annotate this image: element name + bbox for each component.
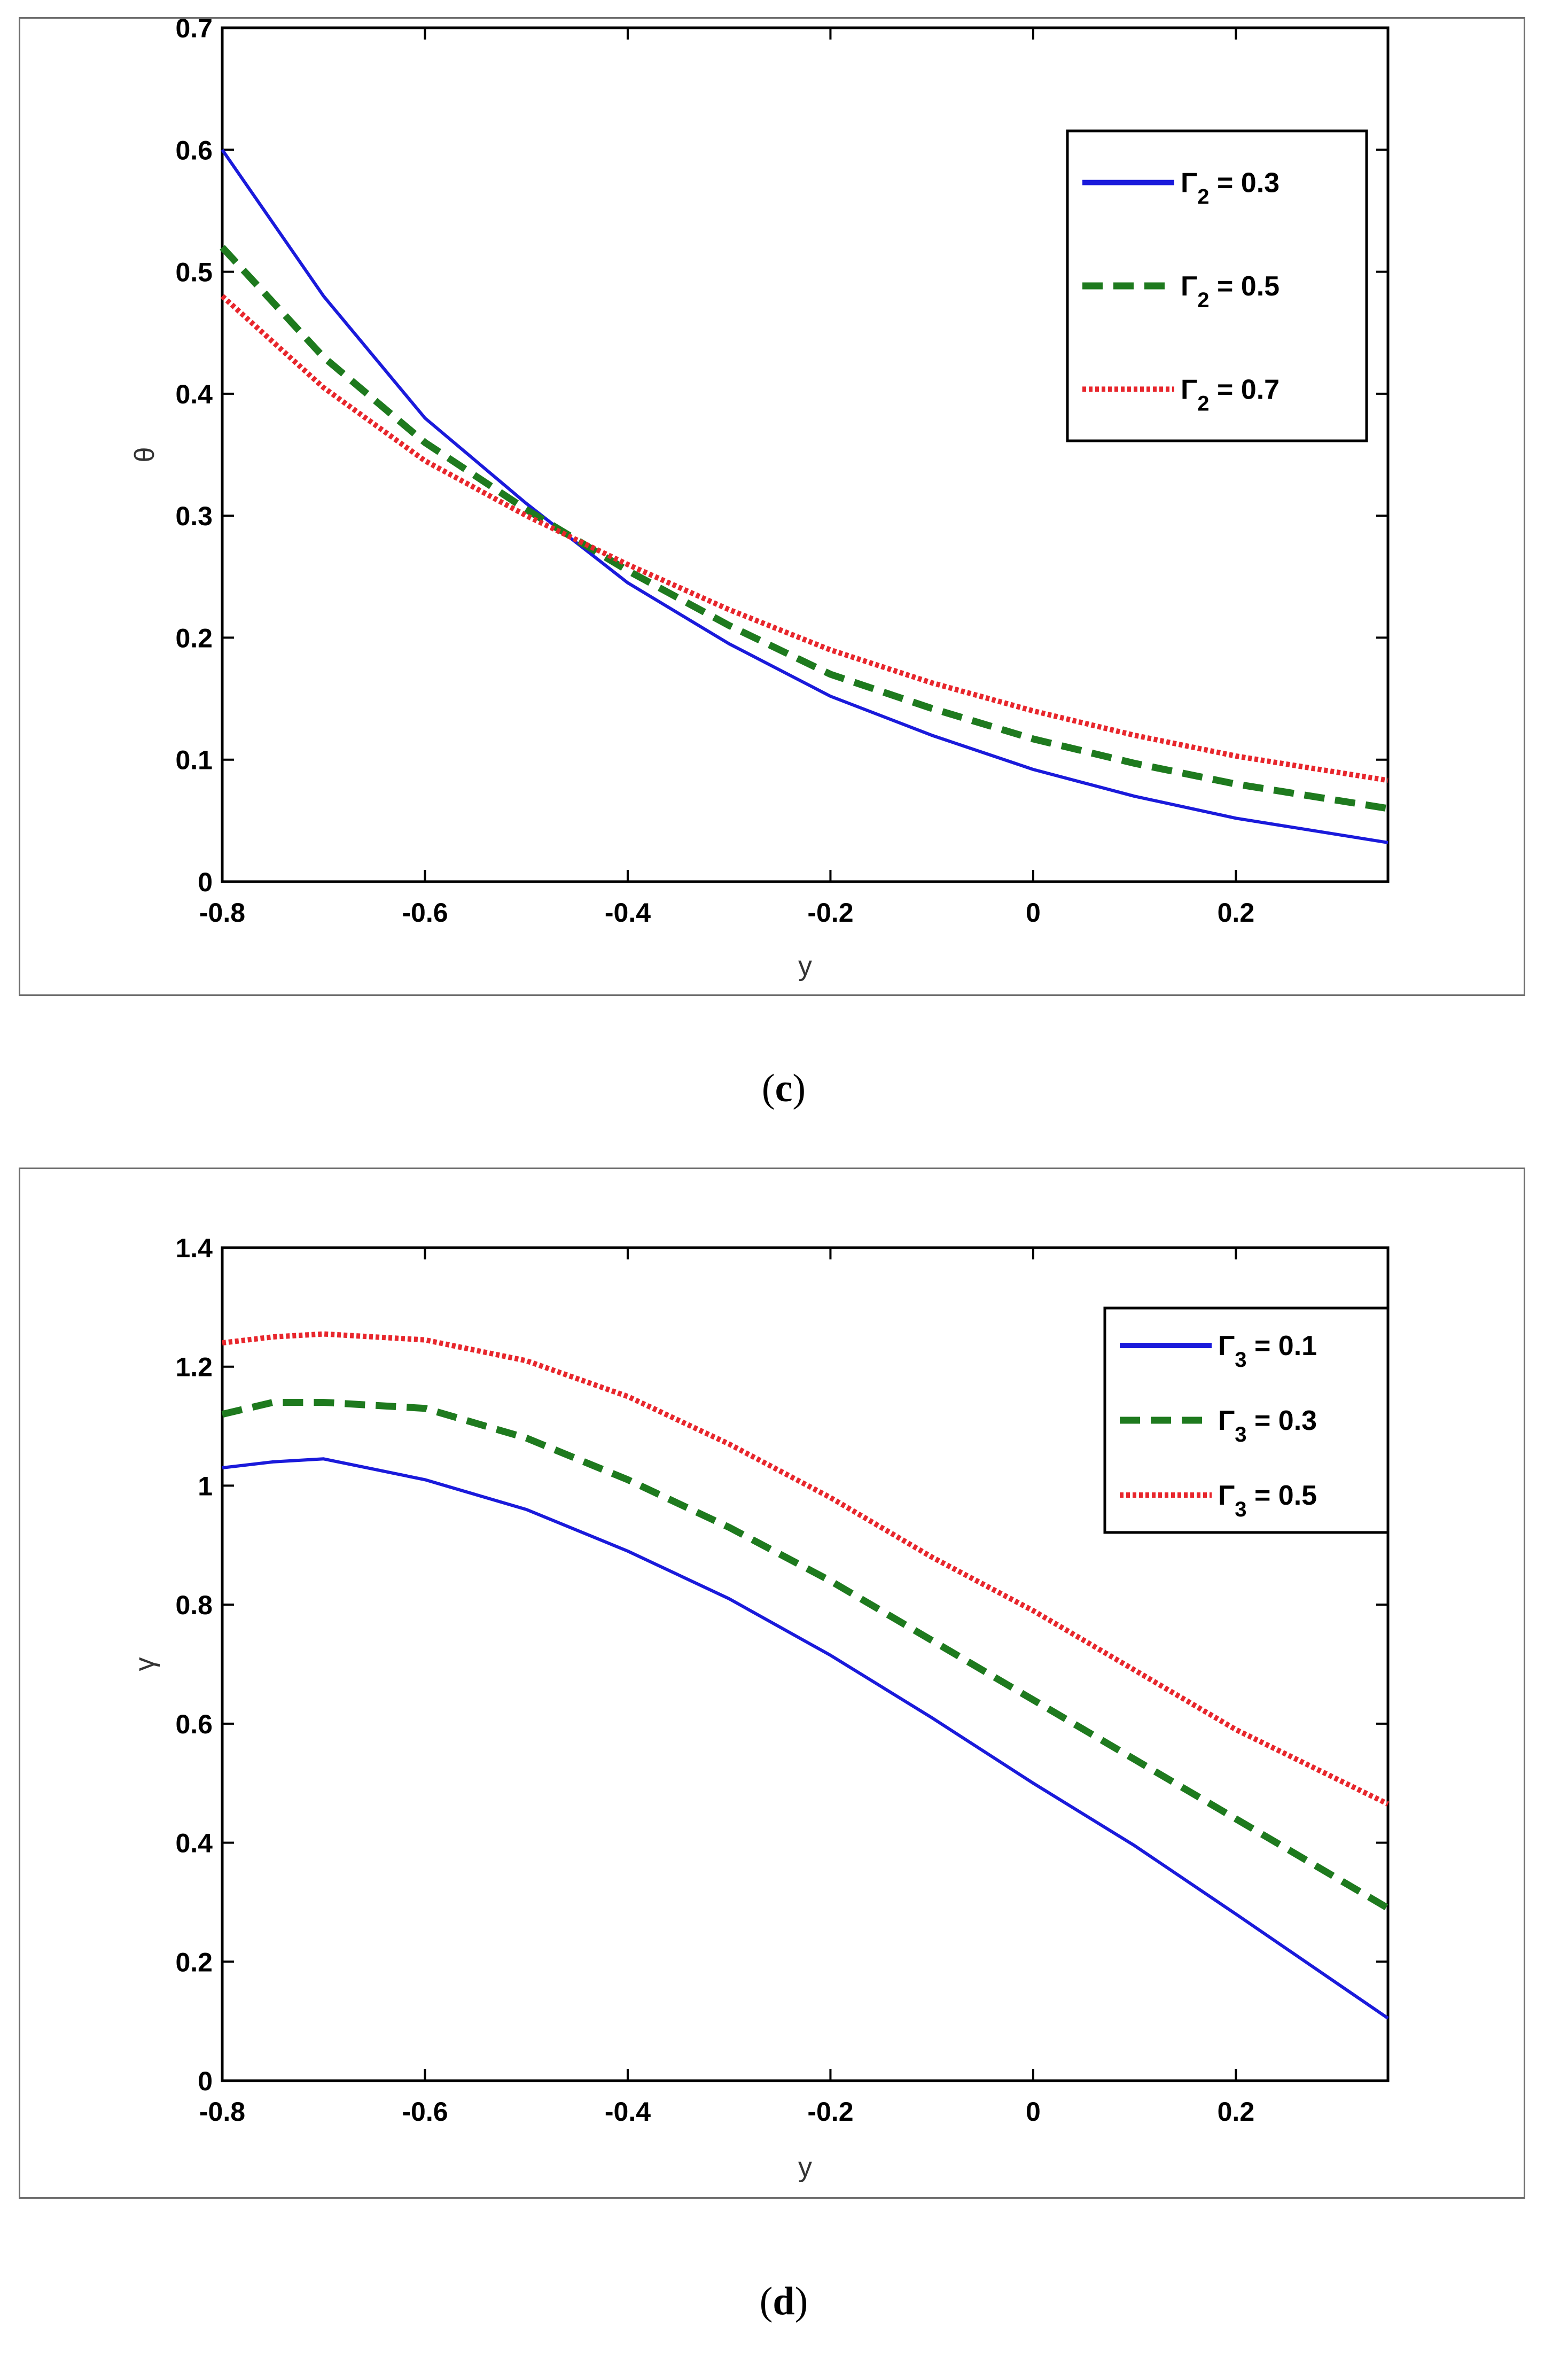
series-line-2	[220, 245, 1389, 812]
legend-label-3: Γ3 = 0.5	[1218, 1480, 1317, 1521]
legend-label-1: Γ3 = 0.1	[1218, 1330, 1317, 1372]
chart-panel-c: -0.8 -0.6 -0.4 -0.2 0 0.2 0 0.1 0.2 0.3 0.4 0.5 0.6 0…	[19, 17, 1525, 996]
x-tick-label: 0	[1026, 898, 1041, 928]
x-tick-label: -0.2	[807, 898, 853, 928]
x-tick-label: -0.4	[605, 898, 651, 928]
y-tick-label: 0.6	[175, 135, 213, 165]
chart-panel-d: -0.8 -0.6 -0.4 -0.2 0 0.2 0 0.2 0.4 0.6 0.8 1 1.2 1.4…	[19, 1168, 1525, 2199]
x-tick-label: -0.6	[402, 2097, 448, 2127]
y-tick-label: 0	[198, 2066, 213, 2096]
y-tick-label: 0	[198, 867, 213, 897]
panel-caption-c: (c)	[761, 1067, 806, 1110]
panel-label-c: c	[775, 1067, 793, 1110]
y-tick-label: 1	[198, 1471, 213, 1501]
series-line-1	[222, 1457, 1389, 2020]
x-tick-label: 0	[1026, 2097, 1041, 2127]
x-axis-label: y	[798, 2152, 812, 2183]
series-line-2	[221, 1399, 1390, 1911]
series-line-3	[222, 1331, 1390, 1807]
chart-d-svg: -0.8 -0.6 -0.4 -0.2 0 0.2 0 0.2 0.4 0.6 0.8 1 1.2 1.4…	[129, 1233, 1390, 2183]
legend-label-2: Γ3 = 0.3	[1218, 1405, 1317, 1446]
plot-area-frame	[221, 1246, 1390, 2082]
y-tick-label: 1.4	[175, 1233, 213, 1263]
plot-area-frame	[221, 26, 1390, 883]
y-tick-label: 0.3	[175, 501, 213, 531]
y-axis-label: θ	[129, 447, 160, 463]
y-tick-label: 0.4	[175, 379, 213, 409]
legend-label-3: Γ2 = 0.7	[1181, 374, 1280, 415]
y-tick-label: 0.5	[175, 258, 213, 287]
x-tick-label: -0.2	[807, 2097, 853, 2127]
x-axis-label: y	[798, 951, 812, 982]
legend-label-1: Γ2 = 0.3	[1181, 168, 1280, 209]
panel-caption-d: (d)	[759, 2279, 808, 2323]
x-tick-label: -0.6	[402, 898, 448, 928]
chart-c-svg: -0.8 -0.6 -0.4 -0.2 0 0.2 0 0.1 0.2 0.3 0.4 0.5 0.6 0…	[129, 19, 1390, 982]
legend-label-2: Γ2 = 0.5	[1181, 271, 1280, 312]
y-tick-label: 0.2	[175, 1947, 213, 1977]
x-tick-label: -0.4	[605, 2097, 651, 2127]
y-tick-label: 1.2	[175, 1352, 213, 1382]
y-tick-label: 0.4	[175, 1828, 213, 1858]
y-tick-label: 0.1	[175, 745, 213, 775]
y-tick-label: 0.6	[175, 1709, 213, 1739]
y-axis-label: γ	[129, 1657, 160, 1671]
y-tick-label: 0.8	[175, 1590, 213, 1620]
y-tick-label: 0.7	[175, 19, 213, 43]
x-tick-label: -0.8	[199, 898, 245, 928]
y-tick-label: 0.2	[175, 623, 213, 653]
series-line-1	[221, 149, 1388, 844]
x-tick-label: 0.2	[1218, 898, 1255, 928]
panel-label-d: d	[773, 2279, 795, 2323]
x-tick-label: 0.2	[1218, 2097, 1255, 2127]
x-tick-label: -0.8	[199, 2097, 245, 2127]
series-line-3	[220, 294, 1388, 783]
